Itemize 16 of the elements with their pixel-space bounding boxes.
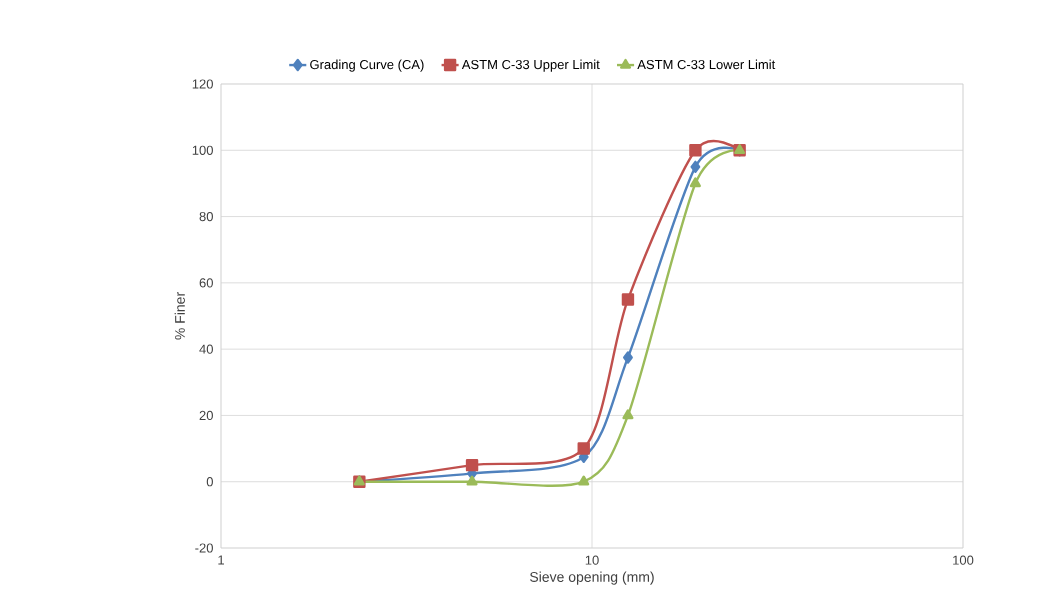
y-tick-label: 0 [206,477,213,487]
y-tick-label: 120 [192,79,213,89]
legend-label: Grading Curve (CA) [310,59,424,72]
y-tick-label: 40 [199,344,213,354]
legend-label: ASTM C-33 Lower Limit [637,59,776,70]
y-tick-label: 20 [199,410,213,421]
x-tick-label: 10 [585,555,599,565]
x-tick-label: 100 [953,555,974,565]
y-tick-label: 80 [199,211,213,222]
y-tick-label: 60 [199,278,213,288]
x-tick-label: 1 [218,555,224,565]
legend-label: ASTM C-33 Upper Limit [461,59,600,72]
x-axis-title: Sieve opening (mm) [530,571,654,585]
y-tick-label: -20 [195,543,213,553]
y-axis-title: % Finer [174,292,185,340]
y-tick-label: 100 [192,145,213,155]
